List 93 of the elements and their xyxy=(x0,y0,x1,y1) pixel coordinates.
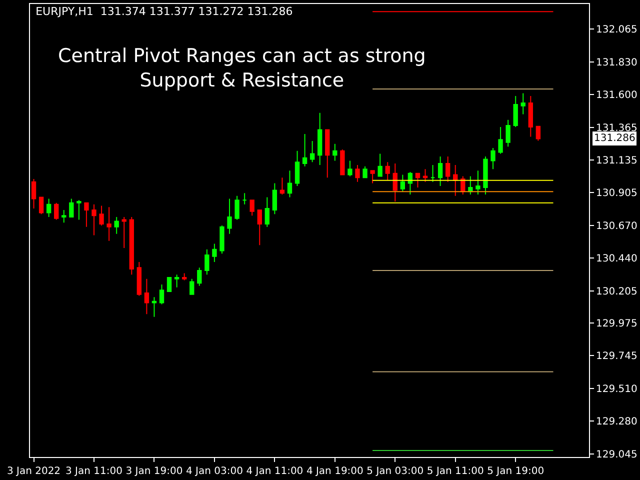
candlestick xyxy=(362,166,368,178)
candlestick xyxy=(294,150,300,187)
candlestick xyxy=(453,164,458,196)
candlestick xyxy=(528,96,533,138)
candlestick xyxy=(520,92,526,115)
y-tick-label: 130.670 xyxy=(596,220,638,232)
y-tick-label: 129.510 xyxy=(596,384,638,396)
y-tick-label: 131.365 xyxy=(596,123,638,134)
candlestick xyxy=(332,143,338,162)
x-tick-label: 4 Jan 03:00 xyxy=(186,466,243,477)
x-tick-label: 3 Jan 2022 xyxy=(6,466,61,477)
candlestick xyxy=(513,96,518,128)
candlestick xyxy=(370,170,375,184)
x-tick-label: 5 Jan 11:00 xyxy=(426,466,484,477)
candlestick xyxy=(340,148,345,176)
candlestick xyxy=(159,284,164,305)
candlestick xyxy=(227,198,232,234)
candlestick xyxy=(257,209,262,246)
candlestick xyxy=(392,163,398,202)
candlestick xyxy=(468,176,473,195)
candlestick xyxy=(302,133,308,167)
candlestick xyxy=(99,205,104,226)
x-tick-label: 5 Jan 19:00 xyxy=(487,466,544,477)
candlestick xyxy=(325,129,330,178)
candlestick xyxy=(46,198,52,218)
annotation: Central Pivot Ranges can act as strong Support & Resistance xyxy=(58,45,426,92)
candlestick xyxy=(114,216,119,234)
candlestick xyxy=(378,153,382,177)
candlestick xyxy=(144,278,150,315)
chart-title: EURJPY,H1 131.374 131.377 131.272 131.286 xyxy=(36,4,293,18)
x-tick-label: 3 Jan 11:00 xyxy=(66,466,122,477)
candlestick xyxy=(129,216,134,276)
y-tick-label: 129.975 xyxy=(596,318,638,330)
y-tick-label: 129.280 xyxy=(596,416,638,428)
y-tick-label: 131.830 xyxy=(596,58,638,69)
text: 131.286 xyxy=(594,133,636,144)
candlestick xyxy=(385,162,390,181)
candlestick xyxy=(272,182,278,215)
candlestick xyxy=(204,248,210,276)
candlestick xyxy=(136,262,142,296)
candlestick xyxy=(250,200,254,216)
candlestick xyxy=(400,174,406,192)
candlestick xyxy=(31,178,36,210)
candlestick xyxy=(483,156,488,195)
x-tick-label: 4 Jan 19:00 xyxy=(306,466,364,477)
candlestick xyxy=(122,216,126,248)
candlestick xyxy=(54,202,59,220)
x-tick-label: 5 Jan 03:00 xyxy=(366,466,424,477)
candlestick xyxy=(408,171,413,195)
candlestick xyxy=(476,170,480,195)
y-tick-label: 130.905 xyxy=(596,188,638,199)
y-tick-label: 132.065 xyxy=(596,24,638,36)
candlestick xyxy=(498,126,503,154)
candlestick xyxy=(536,125,541,142)
candlestick xyxy=(106,206,112,242)
candlestick xyxy=(445,156,450,182)
candlestick xyxy=(490,148,496,170)
candlestick xyxy=(348,160,352,177)
candlestick xyxy=(212,243,217,263)
candlestick xyxy=(310,140,315,163)
candlestick xyxy=(506,119,510,148)
candlestick xyxy=(92,204,96,236)
y-tick-label: 131.135 xyxy=(596,156,638,167)
x-tick-label: 3 Jan 19:00 xyxy=(126,466,183,477)
candlestick xyxy=(166,276,172,292)
candlestick xyxy=(152,296,157,318)
candlestick xyxy=(415,172,420,188)
candlestick xyxy=(242,192,247,205)
candlestick xyxy=(438,156,443,187)
candlestick xyxy=(69,198,74,218)
y-tick-label: 130.205 xyxy=(596,286,638,298)
y-tick-label: 129.045 xyxy=(596,450,638,461)
candlestick xyxy=(287,170,292,198)
candlestick xyxy=(355,164,360,182)
candlestick xyxy=(318,112,322,166)
y-tick-label: 131.600 xyxy=(596,90,638,102)
candlestick xyxy=(197,267,202,286)
y-tick-label: 130.440 xyxy=(596,253,638,264)
candlestick xyxy=(76,200,82,220)
candlestick xyxy=(190,278,194,295)
candlestick xyxy=(422,168,428,182)
candlestick xyxy=(280,177,285,195)
candlestick xyxy=(38,196,44,215)
candlestick xyxy=(84,202,89,228)
candlestick xyxy=(182,272,187,281)
candlestick xyxy=(264,196,270,228)
candlestick xyxy=(234,195,240,220)
y-tick-label: 129.745 xyxy=(596,351,638,362)
x-tick-label: 4 Jan 11:00 xyxy=(246,466,304,477)
candlestick xyxy=(174,274,180,288)
candlestick xyxy=(220,224,224,254)
candlestick xyxy=(62,209,66,224)
candlestick xyxy=(430,164,436,182)
